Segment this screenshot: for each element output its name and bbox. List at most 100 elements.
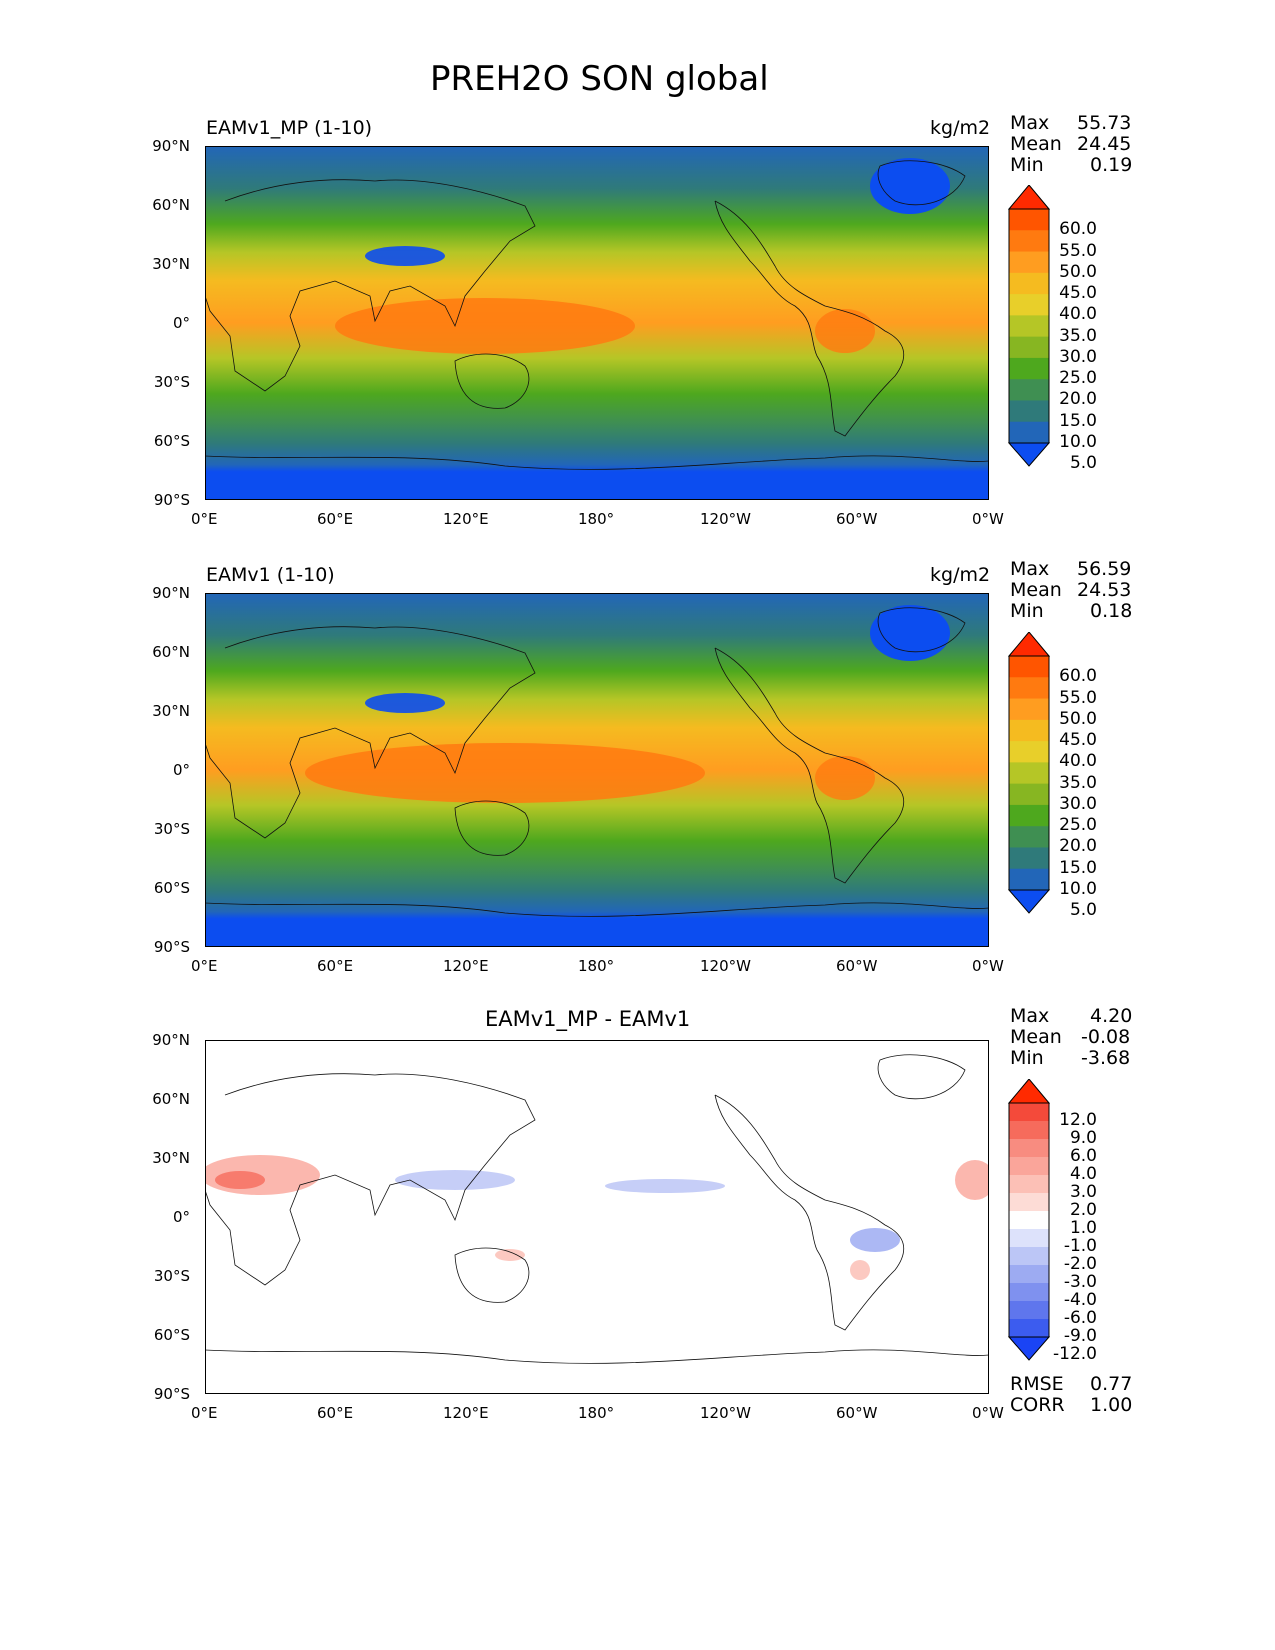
panel-2-lon-tick: 120°W [700, 957, 751, 975]
colorbar-tick-label: 9.0 [1069, 1128, 1097, 1148]
panel-1-lat-tick: 90°N [152, 137, 190, 155]
colorbar-segment [1009, 1265, 1049, 1284]
colorbar-frame [1008, 208, 1050, 444]
panel-1-max-label: Max [1010, 112, 1050, 134]
colorbar-segment [1009, 230, 1049, 253]
colorbar-segment [1009, 656, 1049, 678]
panel-3-wpac-negative [395, 1170, 515, 1190]
panel-1-lon-tick: 0°W [972, 510, 1004, 528]
panel-2-mean-label: Mean [1010, 579, 1062, 601]
colorbar-segment [1009, 677, 1049, 700]
colorbar-tick-label: -3.0 [1063, 1272, 1097, 1292]
colorbar-segment [1009, 1121, 1049, 1140]
panel-3-brazil-negative [850, 1228, 900, 1252]
panel-2-min-label: Min [1010, 600, 1044, 622]
panel-2-lon-tick: 60°E [317, 957, 354, 975]
colorbar-segment [1009, 336, 1049, 359]
colorbar-tick-label: 45.0 [1059, 730, 1097, 751]
panel-3-lat-tick: 30°N [152, 1149, 190, 1167]
colorbar-segment [1009, 1319, 1049, 1338]
panel-1-coastlines [205, 160, 989, 470]
panel-1-warm-pool [335, 298, 635, 354]
panel-1-mean-label: Mean [1010, 133, 1062, 155]
colorbar-segment [1009, 379, 1049, 401]
colorbar-tick-label: 55.0 [1059, 240, 1097, 261]
panel-1-title: EAMv1_MP (1-10) [206, 117, 373, 139]
panel-3-coastlines [205, 1054, 989, 1364]
panel-1-frame [205, 146, 989, 500]
colorbar-tick-label: 40.0 [1059, 751, 1097, 772]
colorbar-segment [1009, 1175, 1049, 1194]
panel-1-lon-tick: 120°W [700, 510, 751, 528]
panel-3-field [205, 1040, 989, 1394]
panel-2-lat-tick: 30°S [153, 820, 190, 838]
colorbar-tick-label: 25.0 [1059, 815, 1097, 836]
panel-3-lon-tick: 0°E [191, 1404, 218, 1422]
panel-3-lon-tick: 120°W [700, 1404, 751, 1422]
colorbar-tick-label: 45.0 [1059, 283, 1097, 304]
panel-2-max-label: Max [1010, 558, 1050, 580]
colorbar-segment [1009, 804, 1049, 827]
panel-1-greenland [870, 158, 950, 214]
panel-3-colorbar [1008, 1079, 1050, 1361]
colorbar-segment [1009, 209, 1049, 231]
panel-2-amazon-max [815, 756, 875, 800]
colorbar-segment [1009, 1247, 1049, 1266]
colorbar-tick-label: 4.0 [1069, 1164, 1097, 1184]
colorbar-segment [1009, 1211, 1049, 1230]
panel-1-colorbar [1008, 185, 1050, 467]
colorbar-tick-label: -4.0 [1063, 1290, 1097, 1310]
panel-3-max-value: 4.20 [1090, 1005, 1133, 1027]
colorbar-segment [1009, 868, 1049, 891]
panel-1-lat-tick: 0° [172, 314, 190, 332]
panel-3-lat-tick: 30°S [153, 1267, 190, 1285]
panel-2-lat-tick: 0° [172, 761, 190, 779]
colorbar-segment [1009, 272, 1049, 295]
colorbar-tick-label: 25.0 [1059, 368, 1097, 389]
colorbar-segment [1009, 294, 1049, 316]
panel-3-lat-tick: 90°S [153, 1385, 190, 1403]
colorbar-extend-top [1008, 1079, 1050, 1104]
panel-3-min-value: -3.68 [1081, 1047, 1131, 1069]
panel-1-lat-tick: 90°S [153, 491, 190, 509]
panel-3-mean-value: -0.08 [1081, 1026, 1131, 1048]
colorbar-frame [1008, 1102, 1050, 1338]
colorbar-tick-label: -6.0 [1063, 1308, 1097, 1328]
panel-1-lat-tick: 30°N [152, 255, 190, 273]
panel-3-sa-positive [850, 1260, 870, 1280]
panel-3-lat-tick: 60°N [152, 1090, 190, 1108]
colorbar-tick-label: 60.0 [1059, 666, 1097, 687]
panel-2-lat-tick: 60°S [153, 879, 190, 897]
colorbar-extend-bottom [1008, 889, 1050, 914]
panel-1-lat-tick: 60°S [153, 432, 190, 450]
panel-1-units: kg/m2 [930, 117, 991, 139]
colorbar-tick-label: -9.0 [1063, 1326, 1097, 1346]
colorbar-tick-label: 50.0 [1059, 261, 1097, 282]
panel-3-mean-label: Mean [1010, 1026, 1062, 1048]
panel-2-lat-tick: 60°N [152, 643, 190, 661]
colorbar-tick-label: 35.0 [1059, 325, 1097, 346]
panel-3-lon-tick: 60°E [317, 1404, 354, 1422]
panel-3-atlantic-positive [955, 1160, 989, 1200]
panel-2-max-value: 56.59 [1077, 558, 1132, 580]
colorbar-segment [1009, 1193, 1049, 1212]
colorbar-tick-label: -12.0 [1053, 1344, 1097, 1364]
panel-3-lat-tick: 60°S [153, 1326, 190, 1344]
panel-2-title: EAMv1 (1-10) [206, 564, 335, 586]
panel-3-lon-tick: 60°W [836, 1404, 878, 1422]
panel-1-mean-value: 24.45 [1077, 133, 1132, 155]
panel-2-mean-value: 24.53 [1077, 579, 1132, 601]
colorbar-segment [1009, 1283, 1049, 1302]
panel-3-corr-value: 1.00 [1090, 1394, 1133, 1416]
panel-2-lon-tick: 0°W [972, 957, 1004, 975]
colorbar-segment [1009, 1139, 1049, 1158]
colorbar-segment [1009, 251, 1049, 274]
panel-1-max-value: 55.73 [1077, 112, 1132, 134]
colorbar-tick-label: 60.0 [1059, 219, 1097, 240]
panel-2-lon-tick: 120°E [443, 957, 489, 975]
colorbar-frame [1008, 655, 1050, 891]
panel-2-coastlines [205, 607, 989, 917]
panel-2-lat-tick: 30°N [152, 702, 190, 720]
panel-1-amazon-max [815, 309, 875, 353]
panel-1-lon-tick: 180° [578, 510, 615, 528]
